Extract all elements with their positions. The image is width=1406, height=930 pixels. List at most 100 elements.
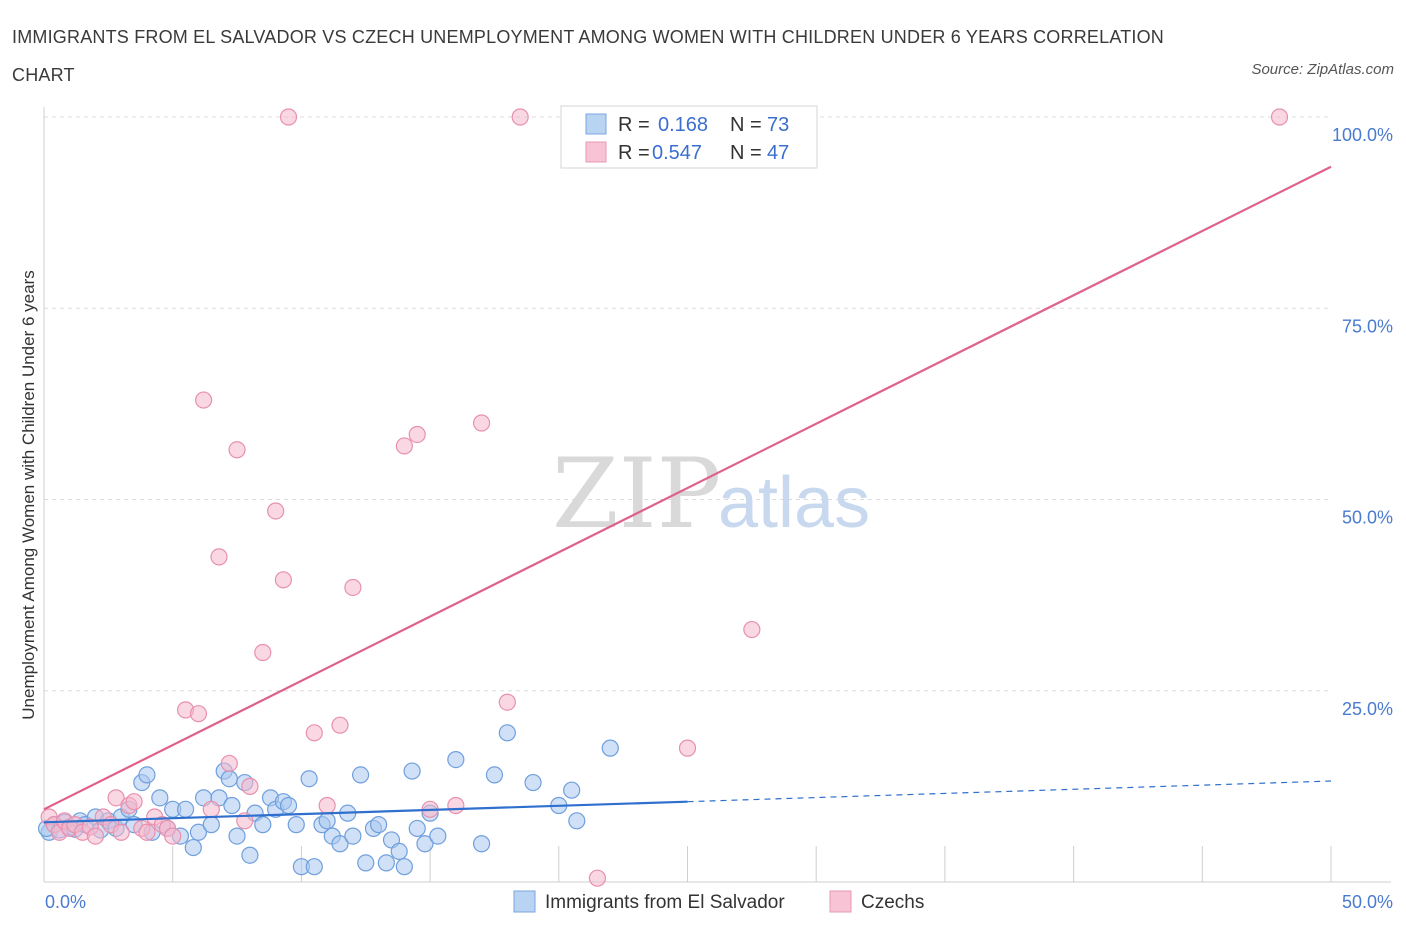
legend-swatch-blue bbox=[585, 113, 607, 135]
el-salvador-point-67 bbox=[524, 773, 542, 792]
el-salvador-point-71 bbox=[601, 739, 619, 757]
czechs-point-14 bbox=[125, 793, 143, 811]
el-salvador-point-70 bbox=[568, 812, 586, 830]
czechs-point-41 bbox=[447, 796, 465, 815]
trend-el-salvador-dashed bbox=[687, 780, 1332, 803]
legend-swatch-pink bbox=[585, 141, 607, 163]
czechs-point-33 bbox=[279, 108, 298, 126]
chart-title: IMMIGRANTS FROM EL SALVADOR VS CZECH UNE… bbox=[12, 27, 1164, 85]
czechs-point-38 bbox=[395, 437, 413, 455]
legend: R = 0.168 N = 73 R = 0.547 N = 47 bbox=[560, 105, 818, 169]
czechs-point-46 bbox=[678, 739, 697, 757]
el-salvador-point-62 bbox=[429, 827, 447, 845]
legend-n-label-2: N = bbox=[730, 142, 762, 164]
el-salvador-point-31 bbox=[228, 827, 246, 845]
el-salvador-point-35 bbox=[254, 816, 272, 834]
bottom-legend: Immigrants from El Salvador Czechs bbox=[513, 890, 924, 913]
y-tick-label-1: 50.0% bbox=[1342, 508, 1393, 528]
el-salvador-point-26 bbox=[202, 816, 220, 834]
czechs-point-26 bbox=[220, 754, 238, 773]
czechs-point-24 bbox=[202, 800, 220, 818]
czechs-point-20 bbox=[164, 827, 182, 845]
el-salvador-point-22 bbox=[176, 800, 195, 818]
czechs-point-22 bbox=[189, 705, 208, 723]
y-tick-label-3: 100.0% bbox=[1332, 125, 1393, 145]
el-salvador-point-51 bbox=[357, 854, 375, 872]
czechs-point-43 bbox=[498, 693, 516, 711]
czechs-point-32 bbox=[274, 571, 292, 589]
czechs-point-11 bbox=[107, 789, 125, 807]
czechs-point-48 bbox=[1270, 108, 1289, 126]
el-salvador-point-53 bbox=[370, 816, 388, 834]
el-salvador-point-39 bbox=[279, 796, 298, 815]
czechs-point-42 bbox=[472, 414, 491, 432]
series-czechs-points bbox=[40, 108, 1289, 887]
el-salvador-point-29 bbox=[220, 770, 238, 788]
x-tick-label-1: 50.0% bbox=[1342, 892, 1393, 912]
el-salvador-point-45 bbox=[318, 812, 336, 830]
czechs-point-27 bbox=[228, 441, 246, 459]
czechs-point-25 bbox=[210, 548, 228, 566]
czechs-point-44 bbox=[511, 108, 529, 126]
el-salvador-point-59 bbox=[408, 819, 426, 838]
legend-r-value-1: 0.168 bbox=[658, 114, 708, 136]
y-axis-label: Unemployment Among Women with Children U… bbox=[19, 270, 38, 719]
el-salvador-point-49 bbox=[344, 827, 362, 845]
el-salvador-point-60 bbox=[416, 835, 434, 853]
y-tick-label-2: 75.0% bbox=[1342, 316, 1393, 336]
czechs-point-31 bbox=[267, 502, 285, 520]
el-salvador-point-50 bbox=[352, 766, 370, 784]
el-salvador-point-24 bbox=[189, 823, 208, 841]
el-salvador-point-33 bbox=[241, 846, 259, 864]
y-tick-label-0: 25.0% bbox=[1342, 699, 1393, 719]
el-salvador-point-63 bbox=[447, 750, 465, 769]
czechs-point-37 bbox=[344, 578, 362, 597]
tick-labels: 25.0% 50.0% 75.0% 100.0% 0.0% 50.0% bbox=[45, 125, 1393, 912]
axes bbox=[43, 107, 1391, 883]
czechs-point-35 bbox=[318, 796, 336, 815]
legend-r-value-2: 0.547 bbox=[652, 142, 702, 164]
el-salvador-point-66 bbox=[498, 724, 516, 742]
el-salvador-point-47 bbox=[331, 835, 349, 853]
trend-lines bbox=[43, 165, 1332, 824]
el-salvador-point-65 bbox=[485, 766, 504, 784]
el-salvador-point-18 bbox=[151, 789, 169, 807]
legend-r-label-2: R = bbox=[618, 142, 650, 164]
czechs-point-12 bbox=[112, 823, 130, 841]
czechs-point-23 bbox=[194, 391, 213, 409]
el-salvador-point-64 bbox=[472, 835, 491, 853]
source-label: Source: ZipAtlas.com bbox=[1251, 61, 1394, 78]
x-tick-label-0: 0.0% bbox=[45, 892, 86, 912]
el-salvador-point-43 bbox=[305, 858, 323, 876]
el-salvador-point-54 bbox=[377, 854, 395, 872]
czechs-point-30 bbox=[254, 643, 272, 662]
el-salvador-point-56 bbox=[390, 842, 408, 861]
watermark: ZIP atlas bbox=[552, 438, 870, 550]
el-salvador-point-30 bbox=[223, 796, 241, 815]
czechs-point-39 bbox=[408, 425, 426, 444]
czechs-point-8 bbox=[86, 827, 105, 845]
bottom-legend-label-pink: Czechs bbox=[861, 892, 924, 913]
trend-el-salvador-solid bbox=[43, 800, 688, 824]
gridlines bbox=[44, 116, 1331, 692]
el-salvador-point-69 bbox=[563, 781, 581, 799]
el-salvador-point-57 bbox=[395, 858, 413, 876]
czechs-point-29 bbox=[241, 777, 259, 795]
bottom-legend-label-blue: Immigrants from El Salvador bbox=[545, 892, 785, 913]
legend-n-value-1: 73 bbox=[767, 114, 789, 136]
bottom-legend-swatch-blue bbox=[513, 890, 536, 913]
el-salvador-point-40 bbox=[287, 816, 305, 834]
czechs-point-36 bbox=[331, 716, 349, 734]
trend-czechs-solid bbox=[43, 165, 1332, 811]
czechs-point-34 bbox=[305, 724, 323, 742]
el-salvador-point-16 bbox=[138, 766, 156, 784]
czechs-point-16 bbox=[138, 823, 156, 841]
legend-n-value-2: 47 bbox=[767, 142, 789, 164]
legend-r-label-1: R = bbox=[618, 114, 650, 136]
legend-n-label-1: N = bbox=[730, 114, 762, 136]
czechs-point-45 bbox=[588, 869, 607, 887]
watermark-zip: ZIP bbox=[552, 438, 721, 550]
el-salvador-point-42 bbox=[300, 770, 318, 788]
el-salvador-point-23 bbox=[184, 838, 202, 857]
